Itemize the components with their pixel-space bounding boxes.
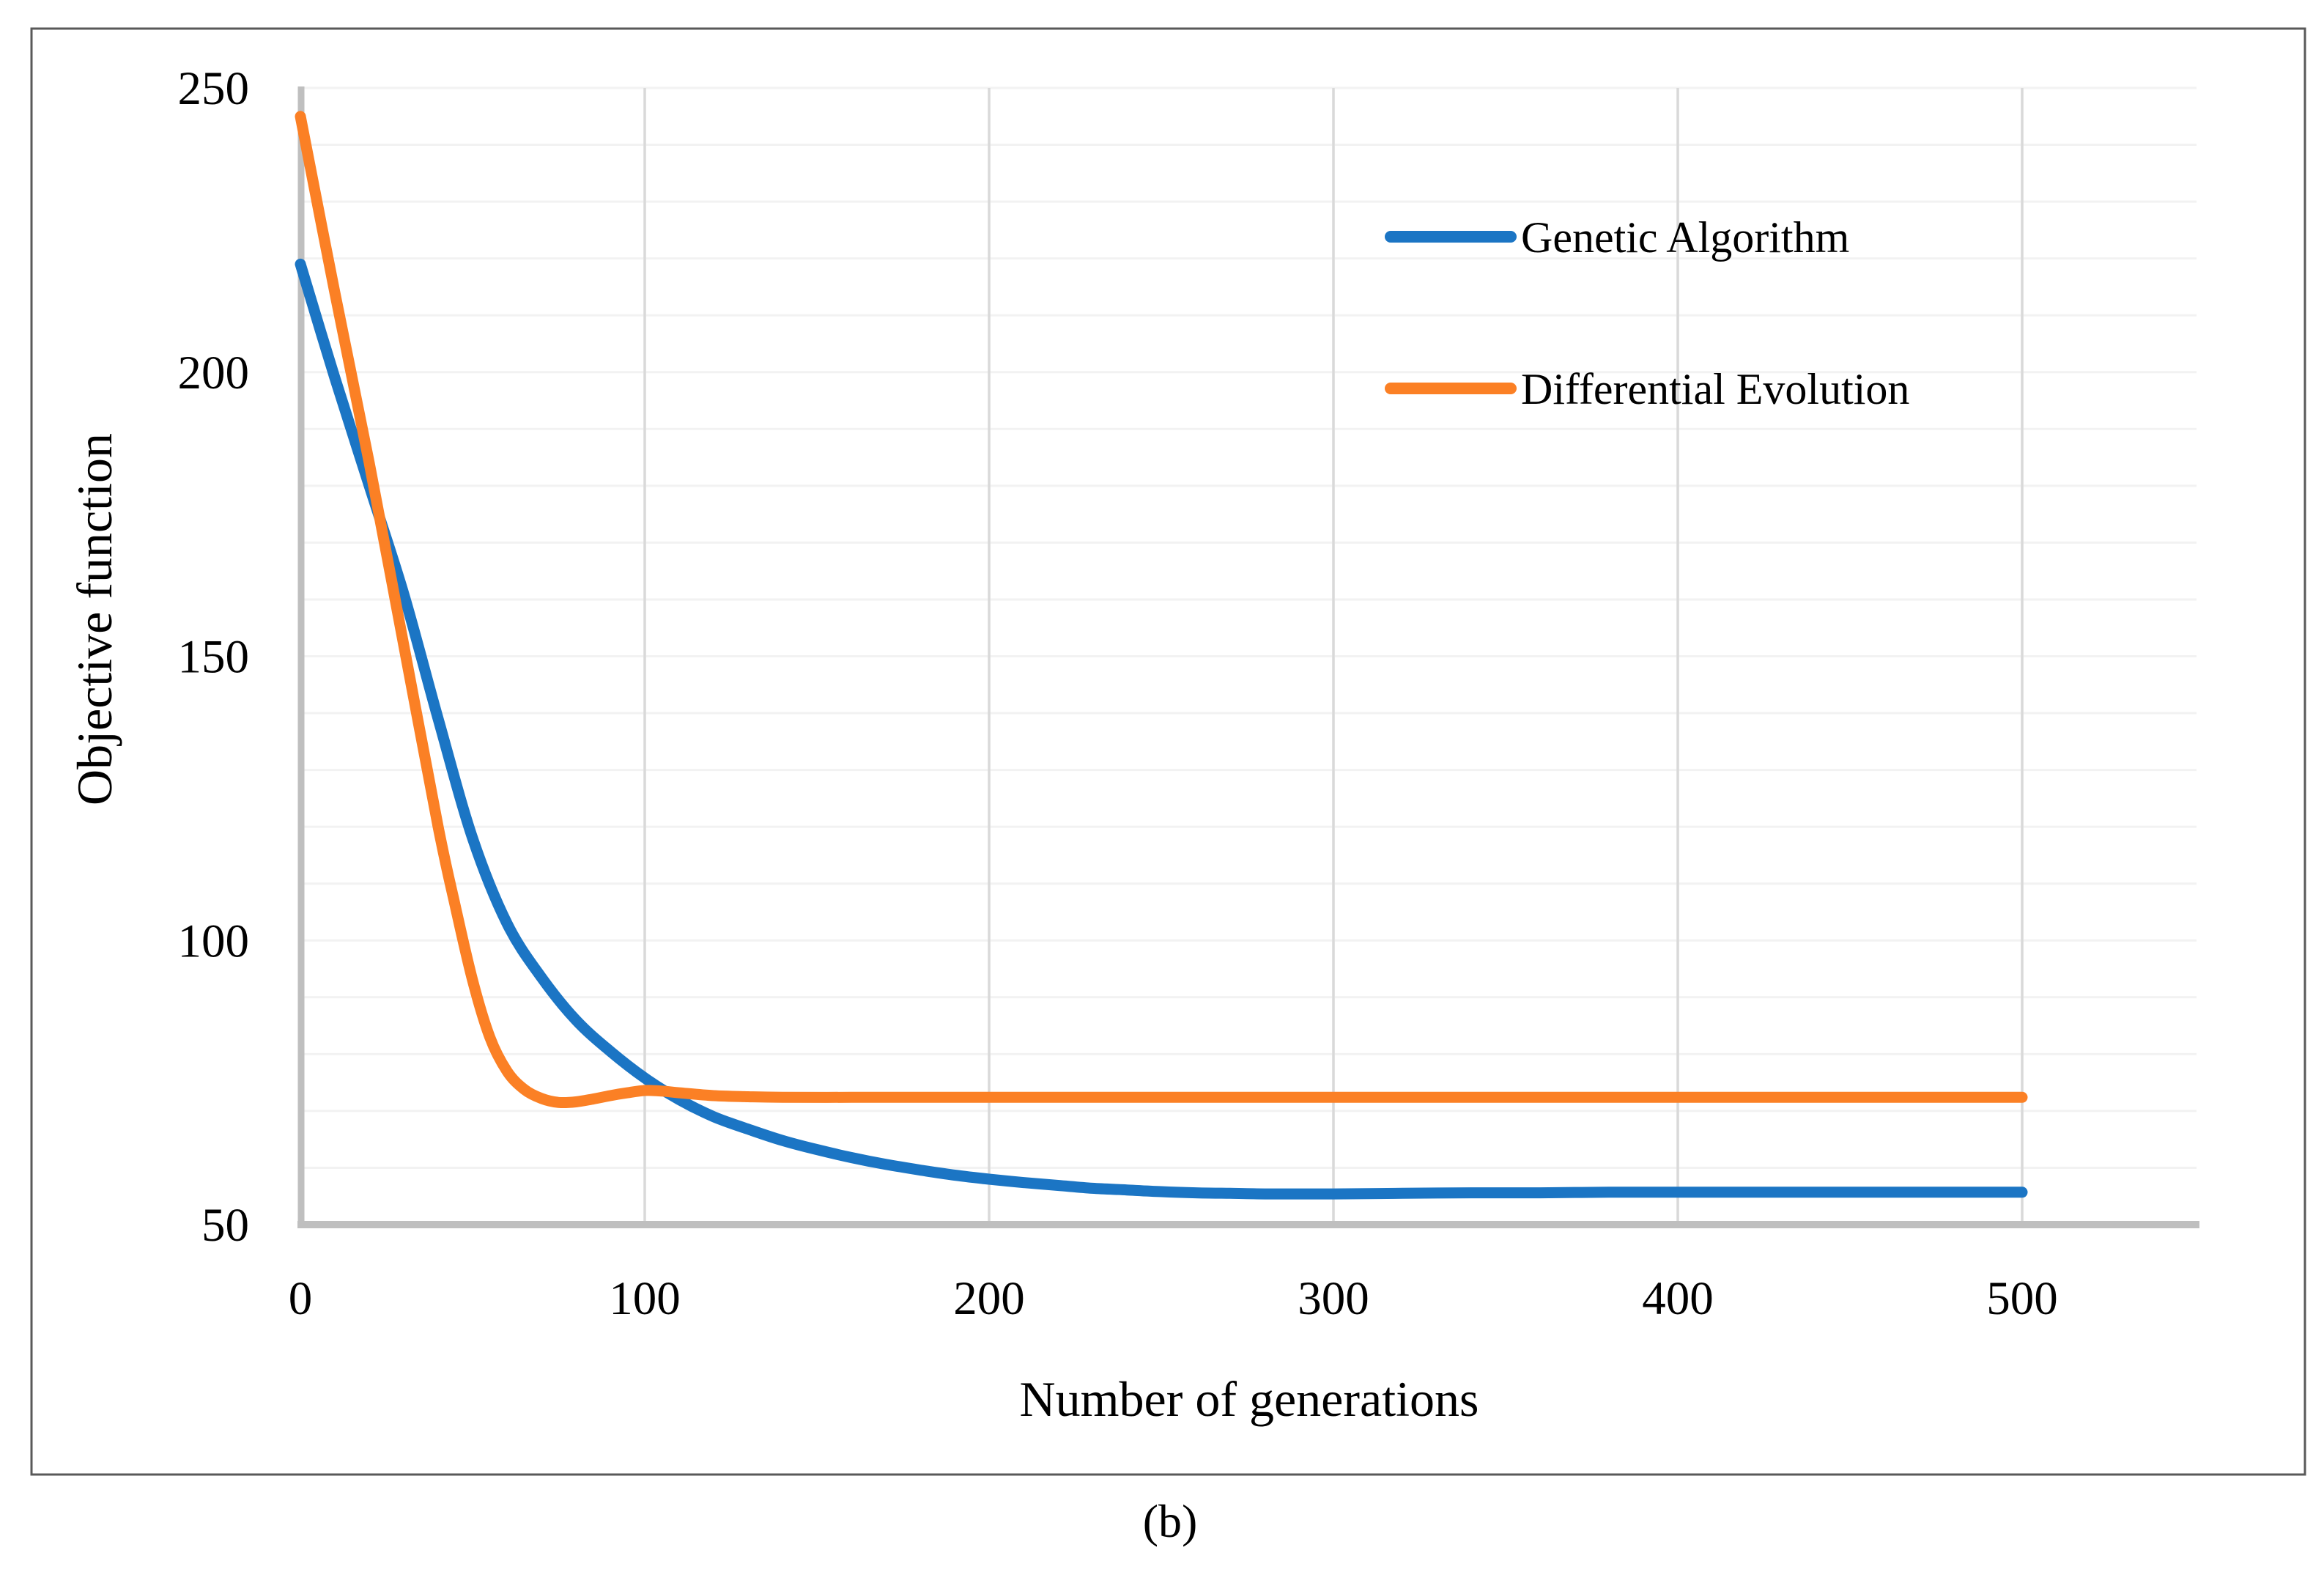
series-lines — [295, 111, 2028, 1200]
x-tick-label: 400 — [1642, 1272, 1714, 1325]
major-gridlines — [643, 88, 2024, 1222]
series-line-differential-evolution — [295, 111, 2028, 1109]
x-tick-label: 100 — [609, 1272, 681, 1325]
y-tick-label: 100 — [178, 915, 250, 967]
y-tick-labels: 50 100 150 200 250 — [178, 62, 250, 1252]
x-tick-labels: 0 100 200 300 400 500 — [289, 1272, 2058, 1325]
legend-label-genetic-algorithm: Genetic Algorithm — [1521, 213, 1849, 262]
x-axis-title: Number of generations — [1020, 1371, 1479, 1427]
series-line-genetic-algorithm — [295, 258, 2028, 1200]
chart-frame — [30, 27, 2306, 1476]
legend: Genetic Algorithm Differential Evolution — [1385, 213, 1909, 413]
x-tick-label: 200 — [953, 1272, 1025, 1325]
minor-gridlines — [301, 86, 2197, 1169]
y-tick-label: 150 — [178, 631, 250, 684]
y-axis-title: Objective function — [67, 433, 122, 805]
subfigure-caption: (b) — [1143, 1495, 1198, 1547]
y-tick-label: 250 — [178, 62, 250, 115]
x-tick-label: 300 — [1298, 1272, 1369, 1325]
y-tick-label: 200 — [178, 347, 250, 399]
y-tick-label: 50 — [201, 1199, 249, 1252]
x-tick-label: 0 — [289, 1272, 313, 1325]
x-tick-label: 500 — [1986, 1272, 2058, 1325]
legend-label-differential-evolution: Differential Evolution — [1521, 365, 1909, 413]
